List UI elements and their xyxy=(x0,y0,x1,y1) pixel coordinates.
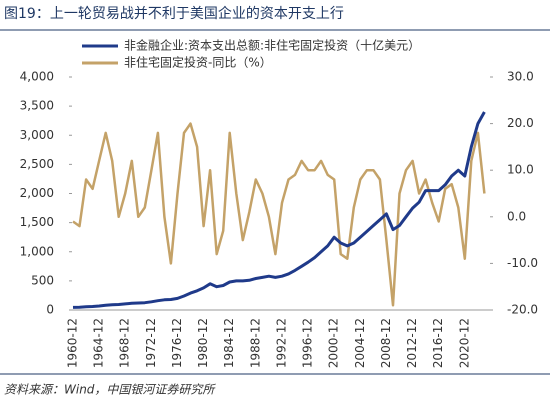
y2-tick-label: 10.0 xyxy=(507,163,534,177)
y2-tick-label: -20.0 xyxy=(507,303,538,317)
x-tick-label: 1984-12 xyxy=(222,318,236,368)
x-tick-label: 1960-12 xyxy=(66,318,80,368)
x-tick-label: 1980-12 xyxy=(196,318,210,368)
y-tick-label: 3,000 xyxy=(20,128,54,142)
x-tick-label: 2012-12 xyxy=(405,318,419,368)
x-tick-label: 2004-12 xyxy=(353,318,367,368)
y-tick-label: 4,000 xyxy=(20,70,54,84)
y2-tick-label: 30.0 xyxy=(507,70,534,84)
x-tick-label: 2016-12 xyxy=(431,318,445,368)
series-line xyxy=(72,111,486,309)
x-tick-label: 1976-12 xyxy=(170,318,184,368)
y-tick-label: 2,000 xyxy=(20,186,54,200)
y-tick-label: 3,500 xyxy=(20,99,54,113)
legend-label: 非住宅固定投资-同比（%） xyxy=(124,55,272,70)
y2-tick-label: 0.0 xyxy=(507,209,526,223)
x-tick-label: 2020-12 xyxy=(457,318,471,368)
x-tick-label: 1972-12 xyxy=(144,318,158,368)
y-tick-label: 2,500 xyxy=(20,157,54,171)
y-tick-label: 500 xyxy=(31,273,54,287)
x-tick-label: 1992-12 xyxy=(274,318,288,368)
y-tick-label: 0 xyxy=(46,303,54,317)
source: 资料来源：Wind，中国银河证券研究所 xyxy=(4,383,216,397)
x-tick-label: 1996-12 xyxy=(301,318,315,368)
chart-title: 图19：上一轮贸易战并不利于美国企业的资本开支上行 xyxy=(4,5,344,22)
x-tick-label: 1968-12 xyxy=(118,318,132,368)
legend-label: 非金融企业:资本支出总额:非住宅固定投资（十亿美元） xyxy=(124,38,420,53)
x-tick-label: 1964-12 xyxy=(92,318,106,368)
y2-tick-label: -10.0 xyxy=(507,256,538,270)
x-tick-label: 2000-12 xyxy=(327,318,341,368)
y-tick-label: 1,000 xyxy=(20,244,54,258)
x-tick-label: 2008-12 xyxy=(379,318,393,368)
series-line xyxy=(72,122,486,307)
y2-tick-label: 20.0 xyxy=(507,116,534,130)
y-tick-label: 1,500 xyxy=(20,215,54,229)
x-tick-label: 1988-12 xyxy=(248,318,262,368)
